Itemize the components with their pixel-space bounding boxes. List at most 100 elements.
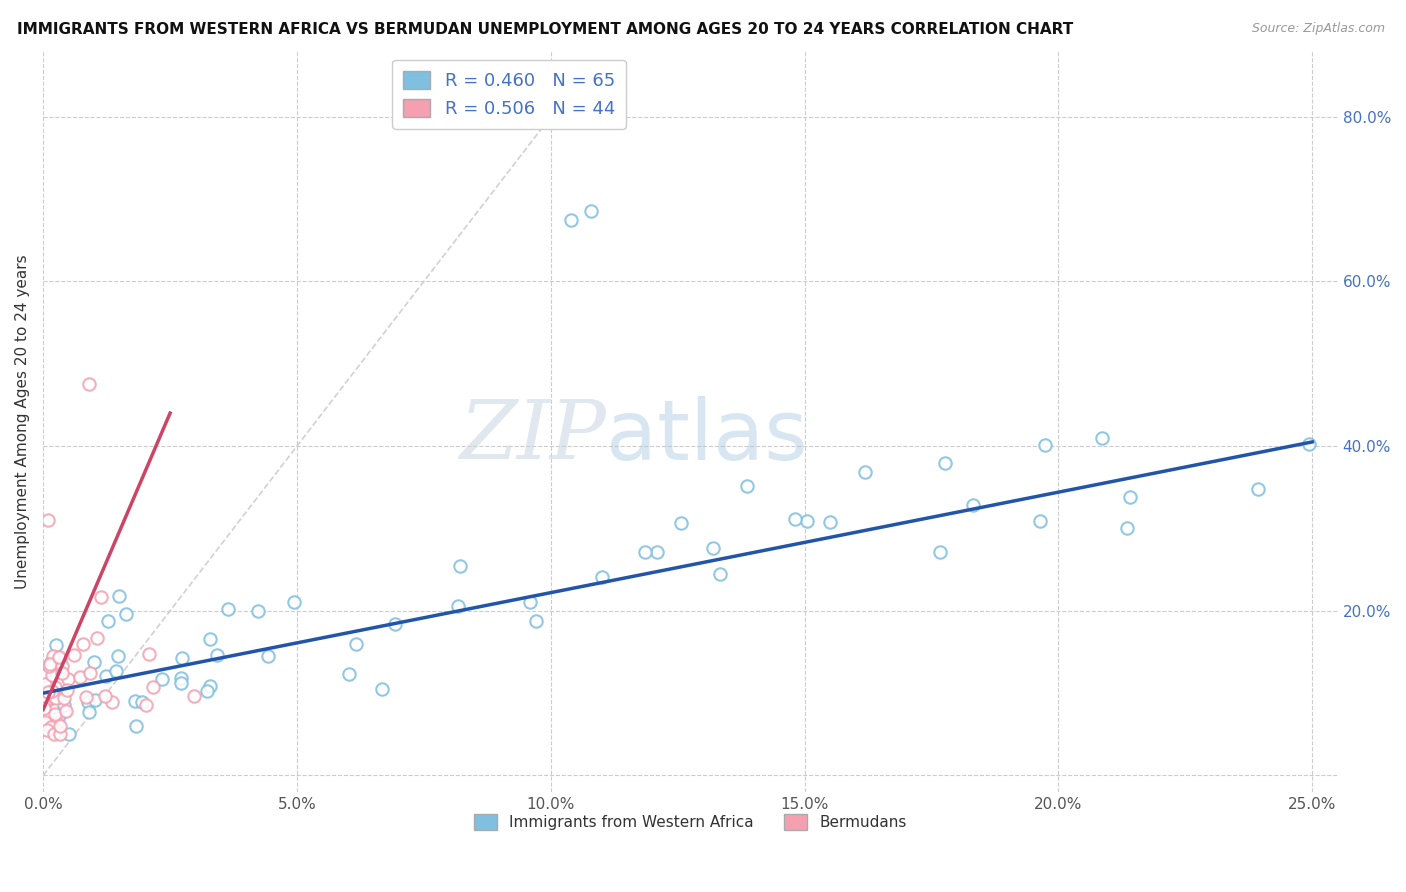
Point xyxy=(172,650,194,665)
Point xyxy=(647,545,669,559)
Point xyxy=(107,649,129,664)
Point xyxy=(449,559,471,574)
Point xyxy=(51,665,73,680)
Legend: Immigrants from Western Africa, Bermudans: Immigrants from Western Africa, Bermudan… xyxy=(468,808,912,836)
Point xyxy=(1116,521,1139,535)
Point xyxy=(58,727,80,741)
Point xyxy=(44,707,66,722)
Point xyxy=(101,695,124,709)
Point xyxy=(170,671,193,685)
Point xyxy=(46,711,69,725)
Point xyxy=(69,670,91,684)
Point xyxy=(42,649,65,664)
Point xyxy=(94,690,117,704)
Point xyxy=(45,691,67,706)
Text: Source: ZipAtlas.com: Source: ZipAtlas.com xyxy=(1251,22,1385,36)
Point xyxy=(195,684,218,698)
Point xyxy=(384,616,406,631)
Point xyxy=(115,607,138,621)
Point xyxy=(104,664,127,678)
Point xyxy=(37,685,59,699)
Point xyxy=(928,545,950,559)
Point xyxy=(962,498,984,512)
Point xyxy=(170,676,193,690)
Point xyxy=(669,516,692,530)
Point xyxy=(83,655,105,669)
Point xyxy=(77,377,100,392)
Point xyxy=(855,465,877,479)
Point xyxy=(34,677,56,691)
Point xyxy=(207,648,229,662)
Point xyxy=(217,602,239,616)
Point xyxy=(934,456,956,470)
Point xyxy=(519,595,541,609)
Point xyxy=(524,615,547,629)
Point xyxy=(32,700,55,714)
Point xyxy=(200,632,222,646)
Point xyxy=(49,727,72,741)
Point xyxy=(41,683,63,698)
Point xyxy=(56,682,79,697)
Point xyxy=(344,637,367,651)
Point xyxy=(79,666,101,681)
Point xyxy=(38,657,60,671)
Point xyxy=(283,595,305,609)
Point xyxy=(37,513,59,527)
Point xyxy=(737,479,759,493)
Point xyxy=(41,667,63,681)
Text: ZIP: ZIP xyxy=(460,396,606,476)
Point xyxy=(581,204,603,219)
Point xyxy=(72,637,94,651)
Point xyxy=(702,541,724,555)
Point xyxy=(125,719,148,733)
Point xyxy=(150,673,173,687)
Point xyxy=(84,693,107,707)
Point xyxy=(124,693,146,707)
Point xyxy=(142,680,165,694)
Point xyxy=(257,648,280,663)
Point xyxy=(198,679,221,693)
Point xyxy=(183,690,205,704)
Point xyxy=(1247,482,1270,496)
Point xyxy=(371,682,394,697)
Point xyxy=(48,650,70,665)
Point xyxy=(44,723,66,737)
Point xyxy=(447,599,470,613)
Point xyxy=(796,514,818,528)
Point xyxy=(49,652,72,666)
Point xyxy=(62,648,84,662)
Point xyxy=(52,698,75,713)
Point xyxy=(55,704,77,718)
Point xyxy=(90,591,112,605)
Point xyxy=(560,212,582,227)
Point xyxy=(34,668,56,682)
Point xyxy=(41,720,63,734)
Point xyxy=(591,570,613,584)
Point xyxy=(785,512,807,526)
Point xyxy=(42,727,65,741)
Point xyxy=(42,690,65,705)
Point xyxy=(97,614,120,628)
Point xyxy=(820,515,842,529)
Text: IMMIGRANTS FROM WESTERN AFRICA VS BERMUDAN UNEMPLOYMENT AMONG AGES 20 TO 24 YEAR: IMMIGRANTS FROM WESTERN AFRICA VS BERMUD… xyxy=(17,22,1073,37)
Point xyxy=(76,695,98,709)
Point xyxy=(1033,437,1056,451)
Point xyxy=(75,690,97,704)
Point xyxy=(1029,515,1052,529)
Point xyxy=(1119,490,1142,504)
Point xyxy=(53,690,76,705)
Text: atlas: atlas xyxy=(606,396,808,476)
Point xyxy=(1091,431,1114,445)
Point xyxy=(135,698,157,712)
Point xyxy=(51,658,73,673)
Point xyxy=(35,691,58,706)
Point xyxy=(39,655,62,669)
Point xyxy=(48,719,70,733)
Point xyxy=(86,631,108,645)
Point xyxy=(56,672,79,686)
Point xyxy=(53,704,76,718)
Point xyxy=(77,706,100,720)
Point xyxy=(709,566,731,581)
Point xyxy=(46,716,69,731)
Point xyxy=(108,589,131,603)
